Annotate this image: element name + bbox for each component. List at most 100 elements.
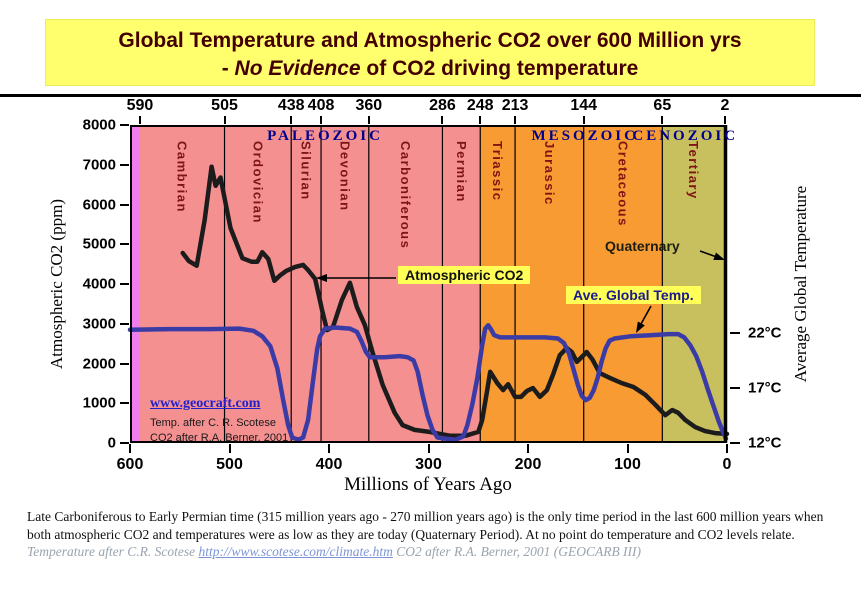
top-tick-408 [320, 116, 323, 124]
watermark-url: www.geocraft.com [150, 396, 261, 411]
era-label-paleozoic: PALEOZOIC [267, 128, 383, 144]
quaternary-arrow-head [713, 252, 725, 261]
top-tick-label-286: 286 [429, 97, 456, 114]
separator-line [0, 94, 861, 97]
caption-credit-co2: CO2 after R.A. Berner, 2001 (GEOCARB III… [392, 544, 642, 560]
y-left-tick-0 [120, 442, 129, 444]
x-tick-200 [527, 444, 529, 453]
period-label-permian: Permian [453, 141, 469, 203]
y-right-tick-label-17: 17°C [748, 379, 782, 397]
y-left-tick-label-1000: 1000 [82, 394, 116, 412]
era-band-precambrian [130, 125, 140, 443]
y-right-tick-label-22: 22°C [748, 324, 782, 342]
top-tick-label-2: 2 [720, 97, 730, 114]
top-tick-590 [138, 116, 141, 124]
caption: Late Carboniferous to Early Permian time… [27, 508, 835, 561]
period-label-devonian: Devonian [337, 141, 353, 212]
title-line-1: Global Temperature and Atmospheric CO2 o… [118, 29, 742, 52]
x-tick-600 [129, 444, 131, 453]
y-left-tick-label-6000: 6000 [82, 196, 116, 213]
x-tick-100 [626, 444, 629, 453]
period-label-ordovician: Ordovician [250, 141, 266, 224]
quaternary-label: Quaternary [605, 238, 680, 254]
top-tick-213 [514, 116, 517, 124]
top-tick-65 [661, 116, 664, 124]
y-right-tick-17 [730, 386, 740, 389]
co2-series-label: Atmospheric CO2 [398, 266, 531, 284]
top-tick-286 [441, 116, 444, 124]
x-tick-400 [328, 444, 330, 453]
y-left-tick-label-5000: 5000 [82, 235, 116, 253]
caption-text: Late Carboniferous to Early Permian time… [27, 509, 824, 542]
x-tick-500 [228, 444, 231, 453]
title-line-2-prefix: - [221, 57, 235, 80]
y-left-tick-4000 [120, 283, 129, 285]
y-left-tick-label-7000: 7000 [82, 156, 116, 174]
y-left-tick-label-8000: 8000 [82, 116, 116, 134]
y-left-tick-label-3000: 3000 [82, 315, 116, 333]
era-label-cenozoic: CENOZOIC [632, 128, 739, 144]
title-banner: Global Temperature and Atmospheric CO2 o… [45, 19, 815, 86]
y-left-tick-8000 [120, 124, 129, 126]
era-band-mesozoic [480, 125, 663, 443]
co2-label-arrow-head [316, 274, 327, 282]
y-right-tick-12 [730, 442, 740, 444]
top-tick-label-144: 144 [570, 97, 598, 114]
right-axis-title: Average Global Temperature [791, 185, 810, 383]
temperature-curve [127, 323, 729, 442]
x-tick-label-200: 200 [514, 456, 542, 473]
title-line-2-emphasis: No Evidence [234, 57, 361, 80]
credit-temp-source: Temp. after C. R. Scotese [150, 417, 276, 429]
top-tick-label-505: 505 [211, 97, 238, 114]
period-label-carboniferous: Carboniferous [398, 141, 414, 250]
co2-curve [180, 164, 730, 439]
x-tick-label-600: 600 [116, 456, 144, 473]
period-label-jurassic: Jurassic [541, 141, 557, 206]
top-tick-label-438: 438 [277, 97, 305, 114]
y-left-tick-label-4000: 4000 [82, 275, 116, 293]
top-tick-label-360: 360 [355, 97, 383, 114]
top-tick-438 [290, 116, 293, 124]
y-right-tick-label-12: 12°C [748, 434, 782, 452]
title-line-2-suffix: of CO2 driving temperature [360, 57, 639, 80]
top-tick-label-408: 408 [307, 97, 335, 114]
y-right-tick-22 [730, 331, 740, 334]
scotese-link[interactable]: http://www.scotese.com/climate.htm [198, 544, 393, 560]
x-tick-0 [726, 444, 728, 453]
period-label-cretaceous: Cretaceous [615, 141, 631, 227]
caption-credit-temp: Temperature after C.R. Scotese [27, 544, 199, 560]
chart-canvas [127, 124, 730, 444]
top-tick-360 [367, 116, 370, 124]
x-tick-label-100: 100 [614, 456, 641, 473]
top-tick-label-65: 65 [653, 97, 672, 114]
temp-label-arrow-head [636, 321, 645, 333]
temp-series-label: Ave. Global Temp. [566, 286, 701, 304]
x-tick-label-0: 0 [722, 456, 732, 473]
era-band-cenozoic [662, 125, 727, 443]
era-label-mesozoic: MESOZOIC [531, 128, 638, 144]
period-label-triassic: Triassic [490, 141, 506, 202]
top-tick-label-590: 590 [126, 97, 154, 114]
period-label-tertiary: Tertiary [686, 141, 702, 200]
x-axis-title: Millions of Years Ago [344, 474, 512, 495]
y-left-tick-6000 [120, 203, 129, 206]
top-tick-2 [724, 116, 726, 124]
x-tick-label-300: 300 [415, 456, 442, 473]
top-tick-label-248: 248 [466, 97, 494, 114]
plot-area: PALEOZOIC MESOZOIC CENOZOIC Cambrian Ordovic… [83, 97, 782, 473]
top-tick-505 [223, 116, 226, 124]
period-label-silurian: Silurian [298, 141, 314, 201]
y-left-tick-1000 [120, 402, 129, 405]
top-tick-248 [479, 116, 482, 124]
title-line-2: - No Evidence of CO2 driving temperature [46, 55, 814, 83]
y-left-tick-label-0: 0 [107, 434, 116, 452]
x-tick-label-400: 400 [315, 456, 343, 473]
y-left-tick-5000 [120, 243, 129, 246]
y-left-tick-2000 [120, 362, 129, 365]
period-label-cambrian: Cambrian [174, 141, 190, 213]
top-tick-label-213: 213 [501, 97, 529, 114]
y-left-tick-label-2000: 2000 [82, 355, 116, 372]
x-tick-300 [427, 444, 430, 453]
top-tick-144 [582, 116, 585, 124]
